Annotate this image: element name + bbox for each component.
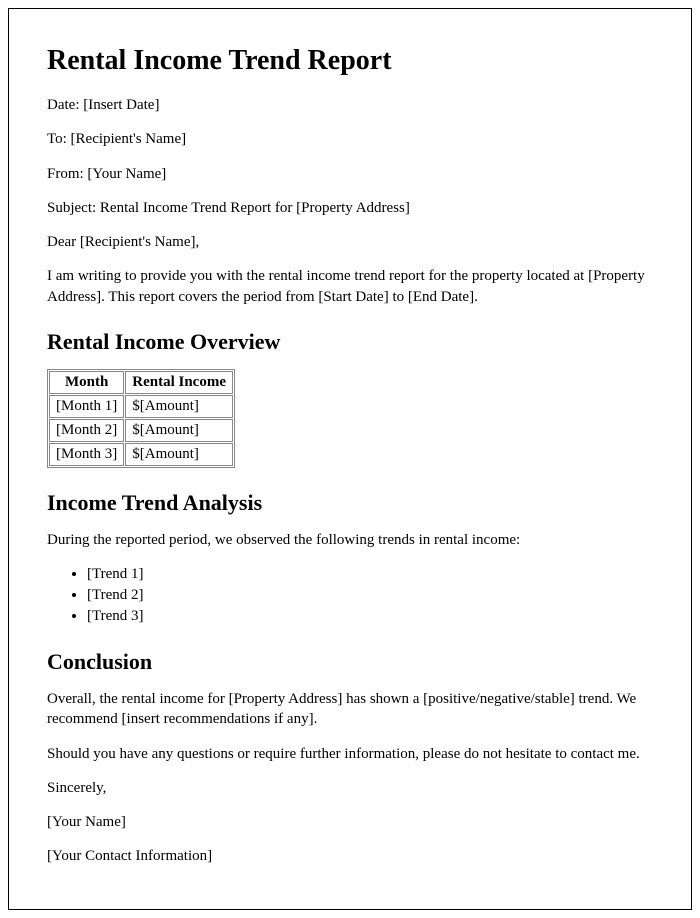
cell-month: [Month 3] xyxy=(49,443,124,466)
to-line: To: [Recipient's Name] xyxy=(47,129,653,149)
list-item: [Trend 1] xyxy=(87,564,653,585)
document-page: Rental Income Trend Report Date: [Insert… xyxy=(8,8,692,910)
overview-heading: Rental Income Overview xyxy=(47,329,653,355)
page-title: Rental Income Trend Report xyxy=(47,45,653,77)
cell-income: $[Amount] xyxy=(125,443,233,466)
cell-income: $[Amount] xyxy=(125,419,233,442)
closing-sincerely: Sincerely, xyxy=(47,778,653,798)
date-line: Date: [Insert Date] xyxy=(47,95,653,115)
list-item: [Trend 3] xyxy=(87,606,653,627)
subject-line: Subject: Rental Income Trend Report for … xyxy=(47,198,653,218)
analysis-heading: Income Trend Analysis xyxy=(47,490,653,516)
salutation: Dear [Recipient's Name], xyxy=(47,232,653,252)
conclusion-heading: Conclusion xyxy=(47,649,653,675)
income-table: Month Rental Income [Month 1] $[Amount] … xyxy=(47,369,235,468)
from-line: From: [Your Name] xyxy=(47,164,653,184)
list-item: [Trend 2] xyxy=(87,585,653,606)
table-row: [Month 3] $[Amount] xyxy=(49,443,233,466)
cell-month: [Month 2] xyxy=(49,419,124,442)
table-row: [Month 2] $[Amount] xyxy=(49,419,233,442)
col-income: Rental Income xyxy=(125,371,233,394)
table-row: [Month 1] $[Amount] xyxy=(49,395,233,418)
cell-income: $[Amount] xyxy=(125,395,233,418)
closing-name: [Your Name] xyxy=(47,812,653,832)
table-header-row: Month Rental Income xyxy=(49,371,233,394)
intro-paragraph: I am writing to provide you with the ren… xyxy=(47,266,653,307)
conclusion-p2: Should you have any questions or require… xyxy=(47,744,653,764)
conclusion-p1: Overall, the rental income for [Property… xyxy=(47,689,653,730)
analysis-intro: During the reported period, we observed … xyxy=(47,530,653,550)
cell-month: [Month 1] xyxy=(49,395,124,418)
closing-contact: [Your Contact Information] xyxy=(47,846,653,866)
col-month: Month xyxy=(49,371,124,394)
trends-list: [Trend 1] [Trend 2] [Trend 3] xyxy=(47,564,653,627)
